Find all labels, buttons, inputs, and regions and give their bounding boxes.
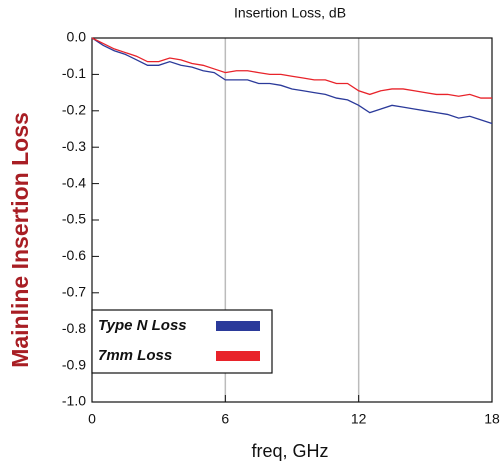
x-axis-label: freq, GHz bbox=[251, 441, 328, 461]
y-tick-label: -1.0 bbox=[62, 393, 86, 409]
y-tick-label: -0.6 bbox=[62, 247, 86, 263]
y-tick-label: -0.9 bbox=[62, 356, 86, 372]
y-tick-label: -0.5 bbox=[62, 211, 86, 227]
x-tick-label: 12 bbox=[351, 411, 367, 427]
series-line bbox=[91, 37, 492, 99]
legend-label: Type N Loss bbox=[98, 317, 187, 334]
legend-label: 7mm Loss bbox=[98, 347, 172, 364]
y-tick-label: -0.7 bbox=[62, 284, 86, 300]
plot-frame bbox=[91, 37, 493, 403]
y-tick-label: 0.0 bbox=[67, 29, 87, 45]
x-tick-label: 18 bbox=[484, 411, 500, 427]
y-tick-label: -0.2 bbox=[62, 102, 86, 118]
chart-title: Insertion Loss, dB bbox=[234, 5, 346, 21]
legend-box bbox=[91, 309, 273, 374]
y-tick-label: -0.1 bbox=[62, 65, 86, 81]
legend: Type N Loss 7mm Loss bbox=[91, 309, 273, 374]
series-line bbox=[91, 37, 493, 125]
y-tick-label: -0.8 bbox=[62, 320, 86, 336]
legend-swatch bbox=[216, 351, 260, 361]
legend-swatch bbox=[216, 321, 260, 331]
y-tick-label: -0.3 bbox=[62, 138, 86, 154]
x-tick-label: 6 bbox=[221, 411, 229, 427]
x-tick-label: 0 bbox=[88, 411, 96, 427]
y-tick-label: -0.4 bbox=[62, 174, 86, 190]
y-axis-label: Mainline Insertion Loss bbox=[7, 112, 33, 368]
